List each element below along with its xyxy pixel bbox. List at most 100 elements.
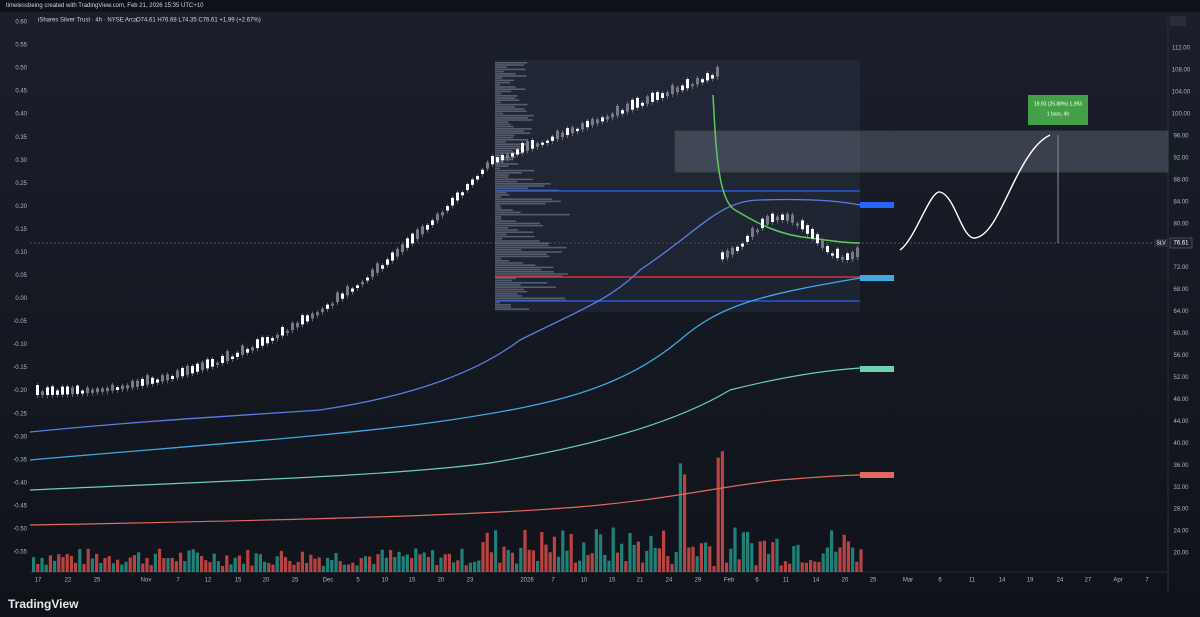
right-axis-label: 24.00: [1173, 529, 1189, 535]
profile-row: [495, 132, 531, 134]
candle: [386, 259, 389, 265]
volume-bar: [78, 549, 82, 572]
left-axis-label: 0.45: [15, 89, 27, 95]
volume-bar: [569, 533, 573, 572]
profile-row: [495, 99, 520, 101]
right-axis-label: 100.00: [1172, 111, 1191, 117]
volume-bar: [330, 559, 334, 572]
volume-bar: [183, 561, 187, 572]
volume-bar: [624, 561, 628, 572]
volume-bar: [145, 557, 149, 572]
candle: [501, 155, 504, 161]
candle: [281, 327, 284, 336]
candle: [301, 315, 304, 325]
candle: [531, 140, 534, 149]
left-axis-label: 0.40: [15, 112, 27, 118]
profile-row: [495, 103, 528, 106]
candle: [616, 105, 619, 116]
profile-row: [495, 268, 541, 271]
volume-bar: [103, 557, 107, 572]
left-axis-label: -0.40: [13, 480, 27, 486]
profile-row: [495, 66, 508, 68]
profile-row: [495, 293, 518, 295]
candle: [286, 330, 289, 333]
measure-change: 19.93 (25.88%) 1,993: [1034, 101, 1082, 107]
profile-row: [495, 165, 509, 167]
candle: [491, 156, 494, 165]
volume-bar: [666, 556, 670, 572]
candle: [436, 213, 439, 221]
volume-bar: [636, 541, 640, 572]
volume-bar: [615, 552, 619, 572]
volume-bar: [842, 534, 846, 572]
candle: [161, 375, 164, 382]
volume-bar: [523, 529, 527, 572]
volume-bar: [725, 562, 729, 572]
profile-row: [495, 139, 528, 141]
volume-bar: [61, 557, 65, 572]
symbol-legend: iShares Silver Trust · 4h · NYSE Arca: [38, 18, 138, 24]
left-axis-label: -0.45: [13, 503, 27, 509]
profile-row: [495, 308, 530, 310]
time-axis-label: Dec: [323, 578, 334, 584]
volume-bar: [729, 548, 733, 572]
time-axis-label: 15: [235, 578, 242, 584]
profile-row: [495, 220, 516, 222]
candle: [316, 312, 319, 316]
volume-bar: [708, 546, 712, 572]
candle: [41, 391, 44, 395]
profile-row: [495, 114, 534, 117]
ma-tag: [860, 366, 894, 372]
candle: [681, 85, 684, 91]
profile-row: [495, 136, 514, 139]
profile-row: [495, 279, 513, 282]
candle: [311, 313, 314, 319]
profile-row: [495, 68, 526, 71]
profile-row: [495, 233, 507, 236]
profile-row: [495, 231, 534, 233]
candle: [46, 387, 49, 395]
volume-bar: [200, 556, 204, 572]
profile-box: [495, 60, 860, 312]
settings-button[interactable]: [1170, 16, 1186, 26]
volume-bar: [435, 565, 439, 572]
candle: [461, 192, 464, 196]
volume-bar: [170, 557, 174, 572]
ma-line: [29, 474, 861, 526]
candle: [36, 385, 39, 395]
time-axis-label: Apr: [1113, 578, 1122, 584]
volume-bar: [422, 552, 426, 572]
candle: [506, 154, 509, 159]
profile-row: [495, 288, 524, 291]
brand-logo: TradingView: [8, 597, 79, 611]
profile-row: [495, 92, 502, 95]
profile-row: [495, 101, 501, 104]
profile-row: [495, 306, 512, 308]
volume-bar: [456, 560, 460, 572]
candle: [606, 116, 609, 120]
profile-row: [495, 178, 534, 181]
volume-bar: [573, 562, 577, 572]
volume-bar: [250, 565, 254, 572]
candle: [131, 380, 134, 388]
profile-row: [495, 169, 535, 172]
volume-bar: [292, 564, 296, 572]
volume-bar: [321, 565, 325, 572]
right-axis-label: 80.00: [1173, 221, 1189, 227]
candle: [221, 355, 224, 363]
volume-bar: [544, 544, 548, 572]
candle: [191, 366, 194, 374]
candle: [841, 257, 844, 260]
volume-bar: [263, 561, 267, 572]
profile-row: [495, 62, 528, 64]
profile-row: [495, 211, 521, 214]
volume-bar: [779, 565, 783, 572]
time-axis-label: 25: [292, 578, 299, 584]
volume-bar: [771, 542, 775, 572]
volume-bar: [632, 544, 636, 572]
volume-bar: [477, 560, 481, 572]
volume-bar: [44, 564, 48, 572]
candle: [766, 216, 769, 225]
volume-profile: [495, 60, 860, 312]
candle: [171, 375, 174, 379]
